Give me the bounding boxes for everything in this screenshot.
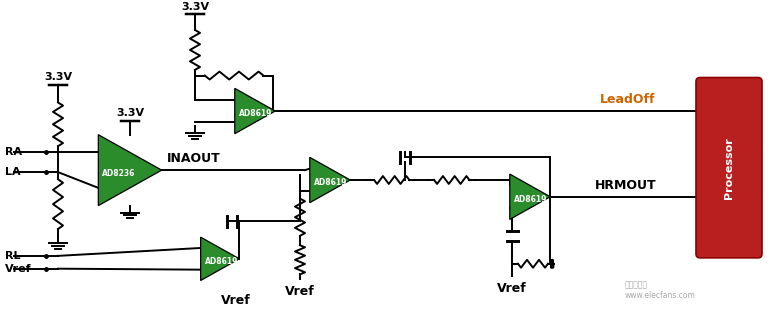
Text: Processor: Processor — [724, 137, 734, 198]
Polygon shape — [98, 135, 162, 206]
Text: Vref: Vref — [285, 285, 315, 298]
Polygon shape — [235, 88, 275, 134]
Text: LA: LA — [5, 167, 21, 177]
Text: 3.3V: 3.3V — [181, 2, 209, 12]
Text: AD8619: AD8619 — [205, 257, 238, 266]
Text: RL: RL — [5, 251, 20, 261]
Text: AD8619: AD8619 — [314, 178, 347, 187]
Polygon shape — [510, 174, 550, 219]
Text: HRMOUT: HRMOUT — [595, 179, 656, 192]
Text: INAOUT: INAOUT — [167, 152, 220, 165]
Text: Vref: Vref — [497, 283, 527, 295]
Text: 电子发烧友
www.elecfans.com: 电子发烧友 www.elecfans.com — [625, 281, 696, 300]
Text: LeadOff: LeadOff — [600, 93, 656, 106]
Text: 3.3V: 3.3V — [44, 73, 72, 83]
Text: AD8619: AD8619 — [239, 110, 272, 118]
Text: Vref: Vref — [221, 294, 251, 307]
Text: AD8236: AD8236 — [102, 169, 136, 178]
FancyBboxPatch shape — [696, 78, 762, 258]
Polygon shape — [201, 237, 239, 280]
Text: 3.3V: 3.3V — [116, 108, 144, 118]
Text: AD8619: AD8619 — [514, 195, 547, 204]
Polygon shape — [310, 157, 350, 203]
Text: RA: RA — [5, 147, 22, 157]
Text: Vref: Vref — [5, 264, 32, 274]
